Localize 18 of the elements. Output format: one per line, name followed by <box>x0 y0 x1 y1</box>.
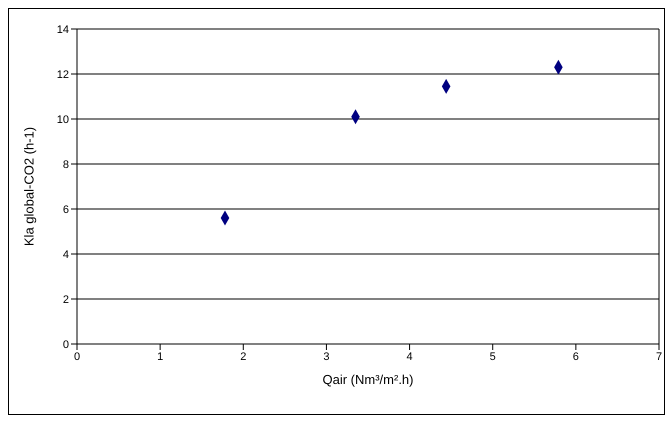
x-tick-label: 3 <box>323 350 330 363</box>
y-tick-label: 12 <box>56 68 69 81</box>
x-tick-label: 0 <box>74 350 80 363</box>
y-tick-label: 0 <box>62 338 69 351</box>
x-tick-label: 6 <box>572 350 579 363</box>
x-tick-label: 1 <box>157 350 164 363</box>
y-tick-label: 10 <box>56 114 69 126</box>
y-tick-label: 2 <box>62 294 69 306</box>
x-axis-title: Qair (Nm³/m².h) <box>322 372 414 387</box>
y-axis-title: Kla global-CO2 (h-1) <box>22 126 37 246</box>
y-tick-label: 4 <box>62 248 69 261</box>
y-tick-label: 8 <box>62 158 69 171</box>
x-tick-label: 5 <box>490 350 496 363</box>
x-tick-label: 7 <box>656 350 662 363</box>
y-tick-label: 6 <box>62 204 69 216</box>
x-tick-label: 4 <box>406 350 413 363</box>
y-tick-label: 14 <box>56 24 69 36</box>
x-tick-label: 2 <box>240 350 246 363</box>
